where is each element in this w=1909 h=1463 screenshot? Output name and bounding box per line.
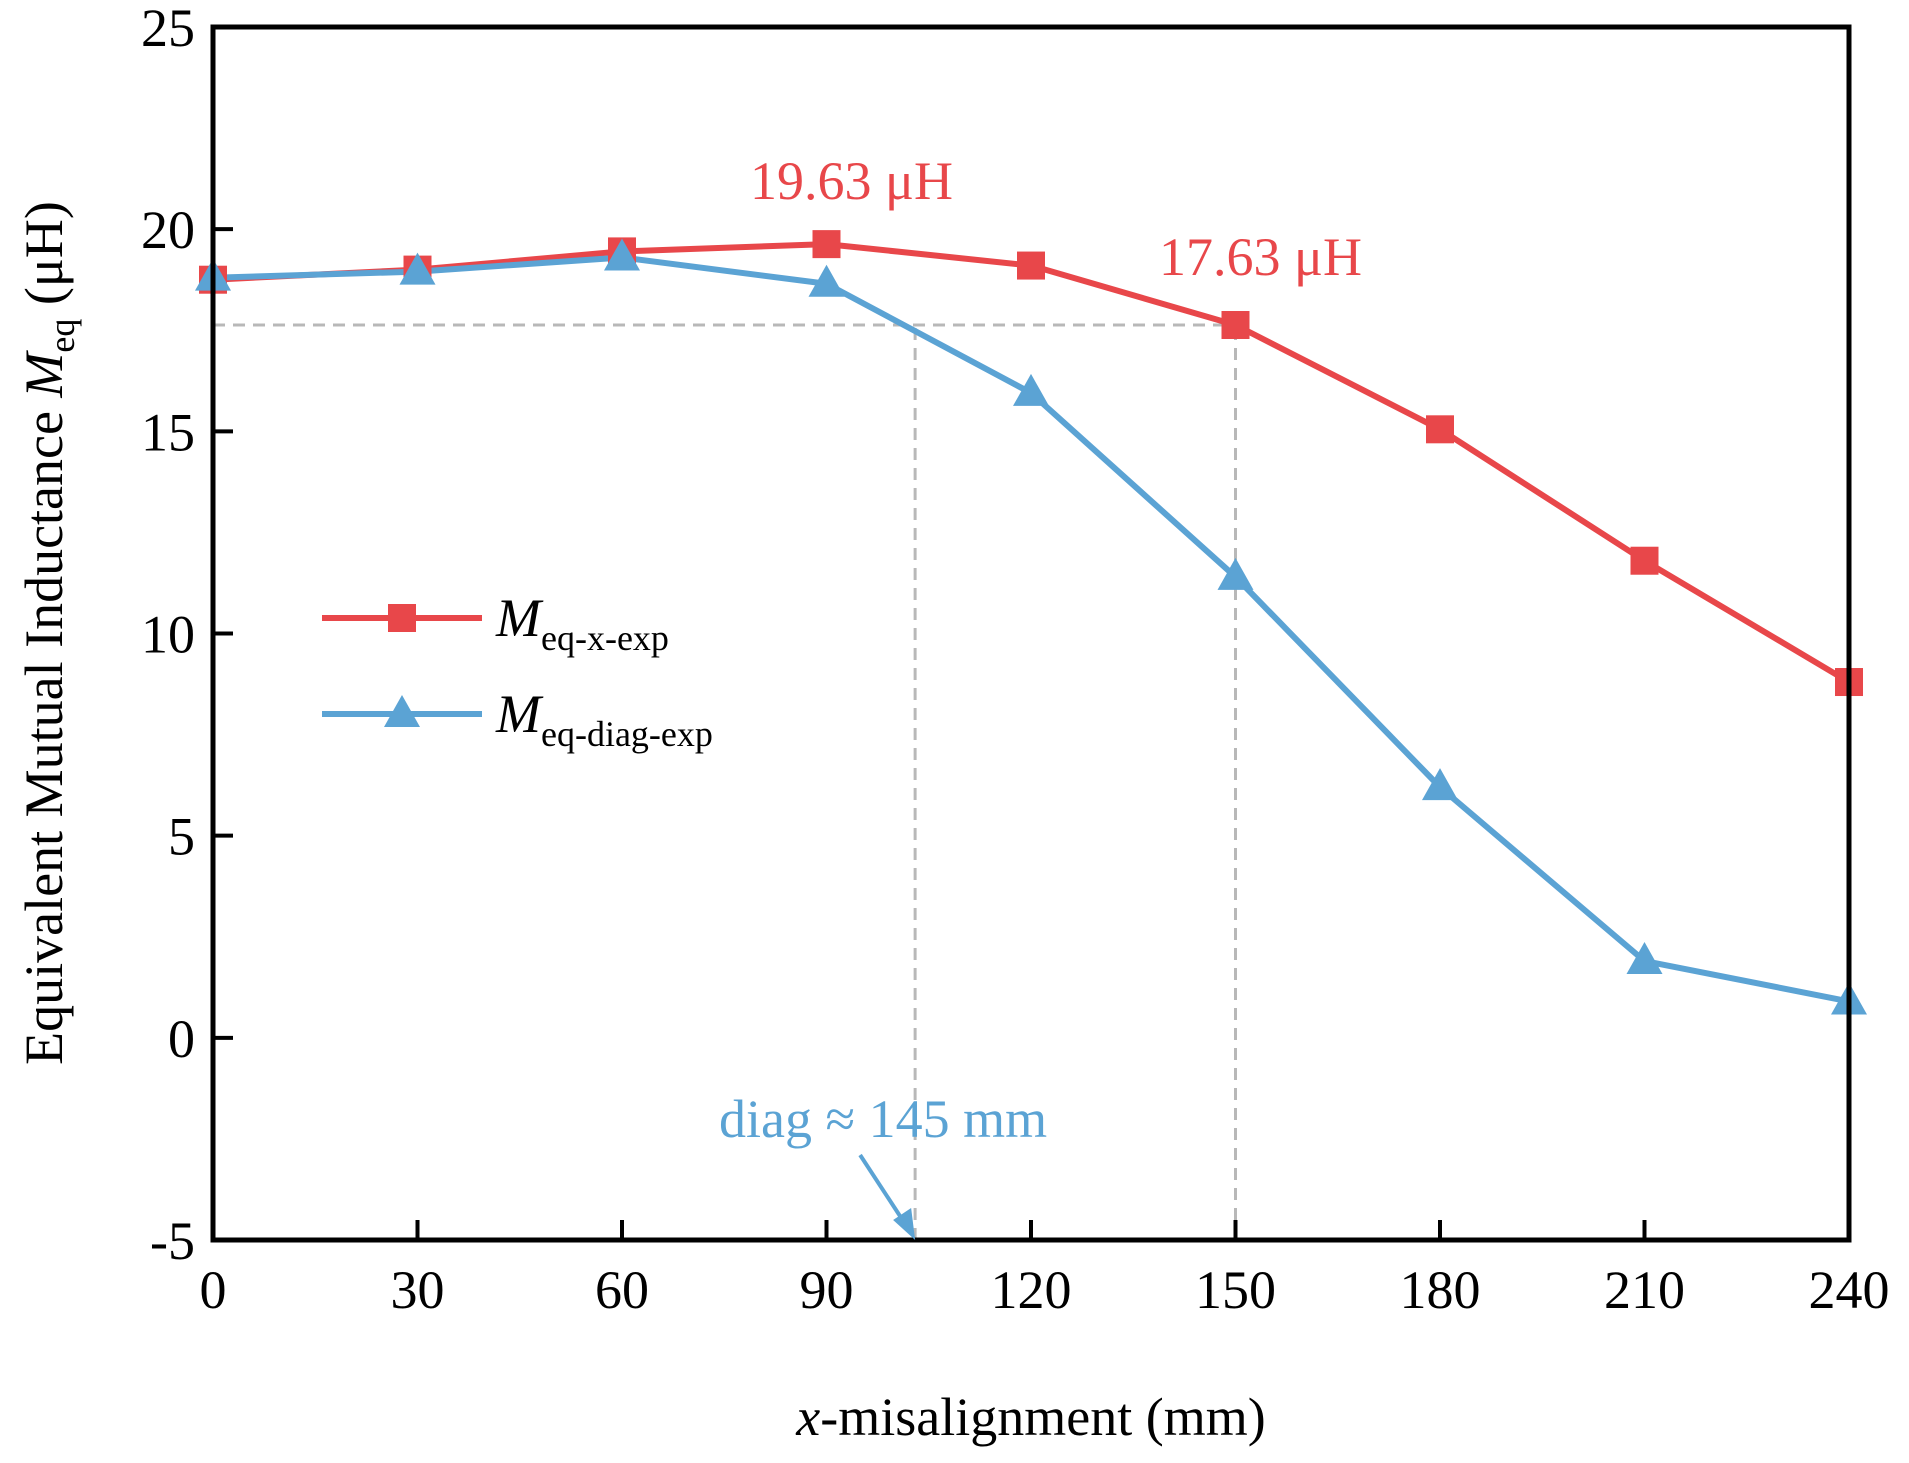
legend-1-label: Meq-x-exp [495,588,669,658]
y-axis-title-text: Equivalent Mutual Inductance [14,398,74,1065]
legend-1-subscript: eq-x-exp [541,618,669,658]
series-1-point [812,230,841,259]
x-tick-label: 150 [1195,1260,1276,1320]
y-tick-label: 0 [168,1009,195,1069]
series-2-point [808,264,845,297]
legend-2-marker [384,695,420,727]
y-tick-label: 20 [141,200,195,260]
series-1-point [1221,310,1250,339]
legend-2-symbol: M [495,684,544,744]
series-2-point [399,252,436,285]
series-layer [195,230,1867,1015]
x-tick-label: 30 [391,1260,445,1320]
plot-frame [210,24,1852,1243]
guide-lines [213,323,1237,1240]
series-2-point [1626,942,1663,975]
x-tick-label: 60 [595,1260,649,1320]
series-1-point [1017,251,1045,280]
series-2-point [604,238,640,271]
x-tick-label: 90 [800,1260,854,1320]
x-axis-title: x-misalignment (mm) [795,1387,1265,1447]
x-axis-title-variable: x [795,1387,820,1447]
y-axis: -5 0 5 10 15 20 25 [141,0,233,1271]
series-2-point [1013,373,1049,406]
x-axis-title-text: -misalignment (mm) [820,1387,1265,1447]
annotation-peak-label: 19.63 μH [750,151,953,211]
y-tick-label: -5 [150,1211,195,1271]
y-tick-label: 5 [168,807,195,867]
y-axis-title: Equivalent Mutual Inductance Meq (μH) [14,201,82,1065]
annotation-diag-label: diag ≈ 145 mm [719,1089,1047,1149]
y-axis-title-unit: (μH) [14,201,74,318]
x-tick-label: 240 [1809,1260,1890,1320]
series-1-point [1630,546,1659,575]
annotation-value-label: 17.63 μH [1159,227,1362,287]
annotation-arrow-head [893,1208,916,1240]
y-tick-label: 25 [141,0,195,58]
y-tick-label: 10 [141,605,195,665]
x-tick-label: 210 [1604,1260,1685,1320]
series-2-line [212,254,1850,1005]
y-axis-title-subscript: eq [42,319,82,353]
legend-1-symbol: M [495,588,544,648]
legend-1-marker [388,604,416,632]
series-2-point [1422,768,1458,801]
x-tick-label: 120 [991,1260,1072,1320]
x-tick-label: 0 [200,1260,227,1320]
x-tick-label: 180 [1400,1260,1481,1320]
series-1-point [1426,415,1454,444]
x-axis: 0 30 60 90 120 150 180 210 240 [200,1220,1890,1320]
y-axis-title-symbol: M [14,350,74,399]
series-2-point [1217,557,1254,590]
annotations: 19.63 μH 17.63 μH diag ≈ 145 mm [719,151,1362,1240]
legend-2-subscript: eq-diag-exp [541,714,713,754]
legend-2-label: Meq-diag-exp [495,684,713,754]
y-tick-label: 15 [141,402,195,462]
